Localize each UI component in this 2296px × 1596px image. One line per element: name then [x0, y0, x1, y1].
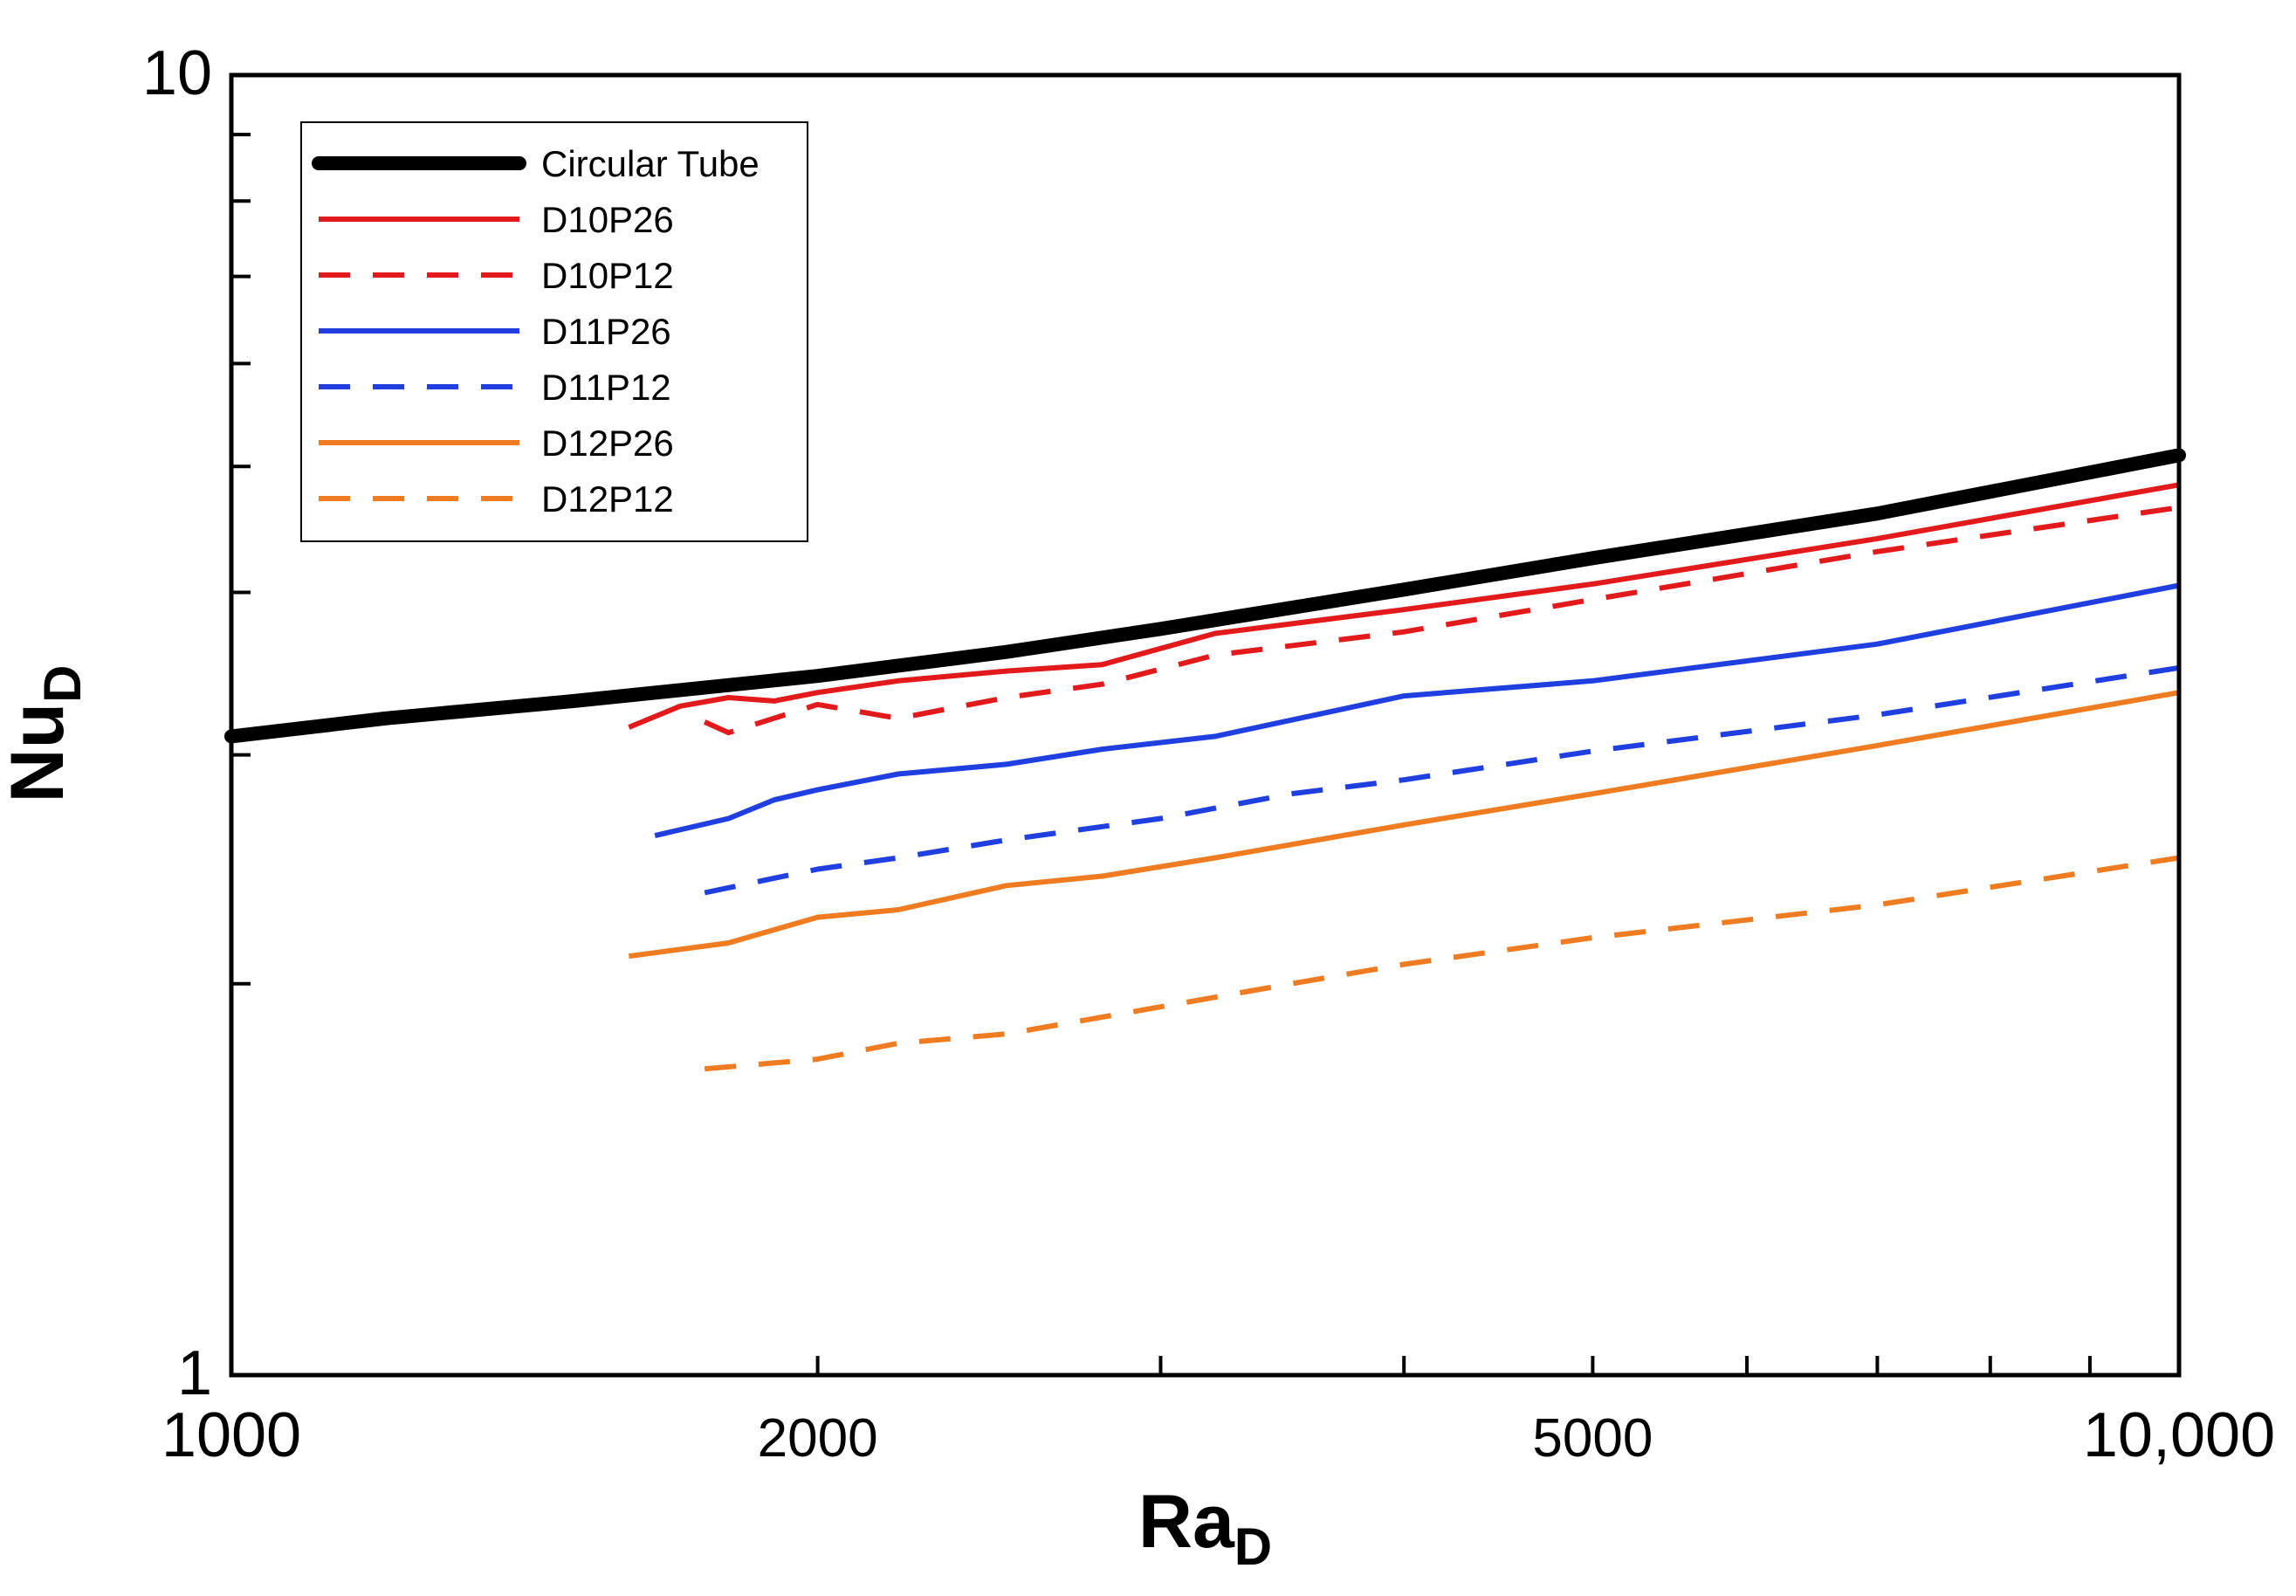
series-line-d12p12: [704, 855, 2180, 1072]
legend-label-d10p26: D10P26: [541, 199, 674, 240]
y-axis-title: NuD: [0, 665, 92, 803]
y-axis-title-subscript: D: [33, 665, 92, 703]
series-line-d10p12: [703, 505, 2180, 736]
plot-frame: [229, 72, 2182, 1378]
legend: Circular Tube D10P26 D10P12 D11P26 D11P12 D12…: [300, 121, 808, 542]
x-tick-label: 1000: [162, 1400, 301, 1470]
series-line-d10p26: [628, 482, 2180, 730]
legend-label-circular-tube: Circular Tube: [541, 143, 760, 184]
series-line-circular-tube: [224, 448, 2186, 744]
legend-box: [300, 121, 808, 542]
y-axis-title-main: Nu: [0, 703, 79, 803]
legend-label-d12p26: D12P26: [541, 423, 674, 464]
legend-label-d10p12: D10P12: [541, 255, 674, 296]
x-tick-label: 5000: [1532, 1408, 1653, 1469]
x-axis-title-main: Ra: [1138, 1480, 1235, 1564]
x-tick-label: 10,000: [2083, 1400, 2275, 1470]
series-line-d11p26: [654, 582, 2180, 839]
y-tick-label: 10: [142, 38, 212, 108]
x-tick-label: 2000: [758, 1408, 878, 1469]
y-tick-label: 1: [177, 1338, 212, 1408]
ticks-layer: 1000 2000 5000 10,000 1 10: [142, 38, 2275, 1470]
legend-label-d12p12: D12P12: [541, 478, 674, 519]
x-axis-title-subscript: D: [1234, 1517, 1272, 1576]
legend-label-d11p26: D11P26: [541, 311, 671, 352]
series-line-d11p12: [704, 664, 2180, 896]
x-axis-title: RaD: [1138, 1480, 1272, 1576]
series-line-d12p26: [629, 690, 2180, 960]
series-layer: [224, 448, 2186, 1072]
legend-label-d11p12: D11P12: [541, 367, 671, 408]
